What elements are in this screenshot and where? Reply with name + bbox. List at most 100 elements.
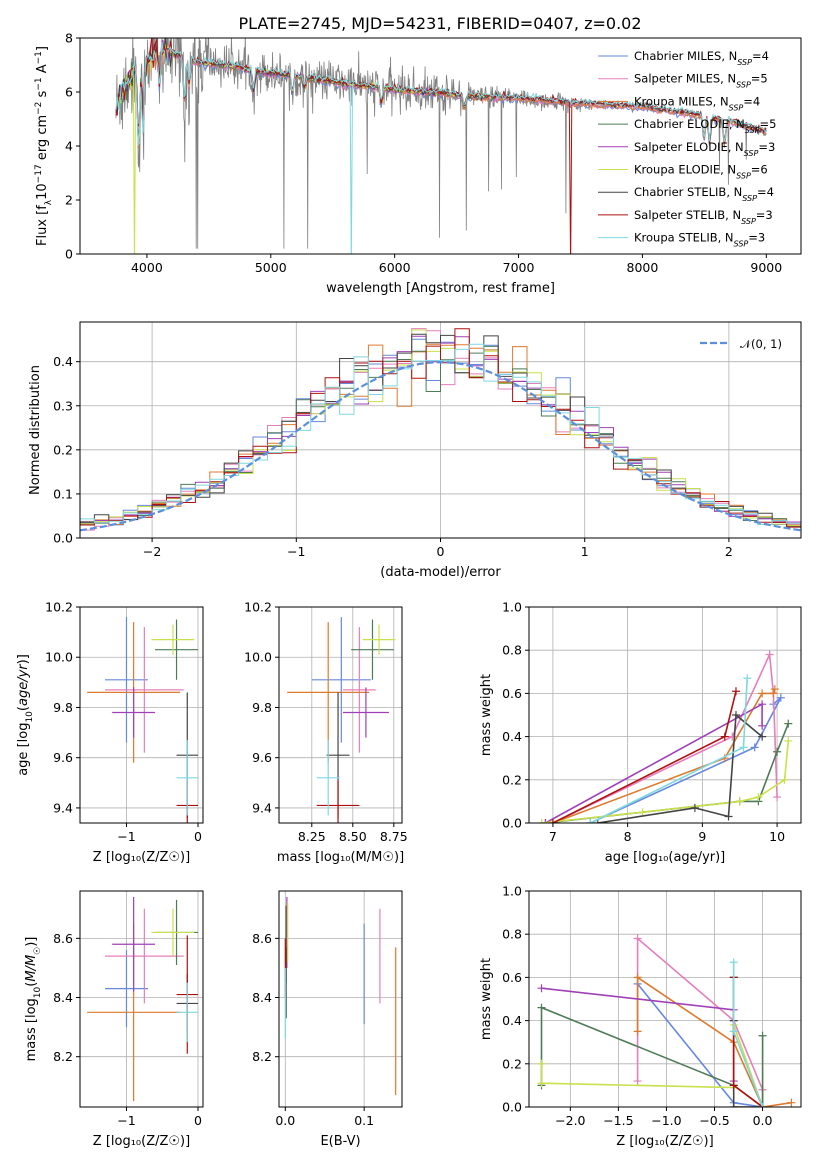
x-tick-label: 6000 [379,260,411,275]
x-tick-label: 0 [194,1113,202,1128]
y-axis-label-part: age [log [16,723,31,776]
weight-marker [537,819,546,823]
mass-vs-ebv-panel: 0.0 0.1 8.2 8.4 8.6 E(B-V) [252,890,403,1149]
y-tick-label: 9.8 [53,700,73,715]
y-axis-label-part: s [35,90,50,101]
legend-sub: SSP [744,148,759,157]
x-tick-label: 0.0 [753,1113,773,1128]
y-tick-label: 1.0 [502,884,522,899]
y-tick-label: 0.1 [53,486,73,501]
weight-marker [750,743,759,752]
y-tick-label: 0 [65,247,73,262]
axes-frame [79,606,204,824]
y-tick-label: 8.4 [53,990,73,1005]
legend-count: =4 [757,185,774,199]
weight-marker [633,934,642,943]
y-axis-label-part: 10 [35,183,50,200]
age-vs-mass-panel: 8.25 8.50 8.75 9.4 9.6 9.8 10.0 10.2 mass [log₁₀… [244,600,408,866]
y-tick-label: 0.6 [502,686,522,701]
x-tick-label: 8.75 [380,829,408,844]
y-tick-label: 0.4 [502,1013,522,1028]
x-tick-label: 8.50 [339,829,367,844]
model-line-kroupa-stelib [115,41,767,254]
plot-area [537,650,793,823]
weight-line-chabrier-miles [589,697,782,823]
weight-marker [765,650,774,659]
x-tick-label: 4000 [131,260,163,275]
legend-text: Chabrier STELIB, N [634,185,742,199]
legend-text: Kroupa MILES, N [634,94,729,108]
residuals-panel: −2 −1 0 1 2 0.0 0.1 0.2 0.3 0.4 (data-model)/error… [28,321,802,580]
y-tick-label: 0.4 [502,729,522,744]
model-line-kroupa-miles [115,40,767,149]
weight-marker [773,793,782,802]
axes-frame [528,606,802,824]
weight-marker [758,689,767,698]
legend-sub: SSP [736,171,751,180]
plot-area [537,934,796,1107]
y-tick-label: 10.2 [244,600,272,615]
weight-marker [724,812,733,821]
weight-marker [735,797,744,806]
y-axis-label-part: −2 [34,102,44,115]
x-axis-label: Z [log₁₀(Z/Z☉)] [93,850,190,865]
weight-marker [731,687,740,696]
x-tick-label: −1 [117,1113,135,1128]
weight-marker [758,700,767,709]
y-axis-label-part: ( [16,706,31,711]
y-axis-label-part: )] [24,937,39,947]
weight-marker [758,1103,767,1107]
x-tick-label: 9000 [750,260,782,275]
y-tick-label: 0.0 [502,1100,522,1115]
weight-marker [731,711,740,719]
y-axis-label-part: )] [16,654,31,664]
weight-marker [784,719,793,728]
histogram-salpeter-stelib [80,328,801,528]
x-tick-label: 0.0 [275,1113,295,1128]
y-tick-label: 0.0 [53,531,73,546]
x-tick-label: −2 [143,544,161,559]
weight-marker [776,693,785,702]
x-axis-label: E(B-V) [320,1134,360,1149]
x-tick-label: 8.25 [298,829,326,844]
weight-marker [729,958,738,967]
y-axis-label-part: λ [44,199,54,205]
legend-count: =4 [752,49,769,63]
y-tick-label: 8.2 [53,1049,73,1064]
plot-area [87,617,198,823]
legend-sub: SSP [745,126,760,135]
y-tick-label: 0.2 [502,772,522,787]
x-tick-label: 9 [698,829,706,844]
weight-marker [770,685,779,694]
legend-entry: 𝒩(0, 1) [740,337,782,351]
figure-title: PLATE=2745, MJD=54231, FIBERID=0407, z=0… [238,14,641,33]
x-tick-label: 7000 [503,260,535,275]
spectrum-panel: 4000 5000 6000 7000 8000 9000 0 2 4 6 8 wavelength … [34,31,802,296]
plot-area [80,328,801,532]
y-tick-label: 1.0 [502,600,522,615]
x-tick-label: −1.0 [651,1113,681,1128]
weight-marker [537,1079,546,1088]
legend-sub: SSP [729,103,744,112]
x-tick-label: −2.0 [555,1113,585,1128]
x-tick-label: 1 [581,544,589,559]
legend-sub: SSP [737,58,752,67]
legend-text: Chabrier MILES, N [634,49,737,63]
y-tick-label: 0.2 [502,1056,522,1071]
x-axis-label: age [log₁₀(age/yr)] [605,850,726,865]
legend-count: =4 [743,94,760,108]
histogram-kroupa-stelib [80,343,801,525]
legend-entry: Salpeter MILES, NSSP=5 [634,72,768,90]
y-axis-label-part: Flux [f [35,205,50,246]
y-tick-label: 10.0 [45,650,73,665]
x-axis-label: Z [log₁₀(Z/Z☉)] [616,1134,713,1149]
weight-marker [787,1098,796,1107]
weight-marker [729,1081,738,1090]
mass-vs-metallicity-panel: −1 0 8.2 8.4 8.6 Z [log₁₀(Z/Z☉)] mass [log10(M… [24,890,204,1149]
legend-count: =5 [751,72,768,86]
y-tick-label: 9.6 [53,750,73,765]
weight-marker [769,689,778,698]
x-tick-label: 0 [194,829,202,844]
weight-marker [739,743,748,752]
y-axis-label-part: −1 [34,51,44,64]
